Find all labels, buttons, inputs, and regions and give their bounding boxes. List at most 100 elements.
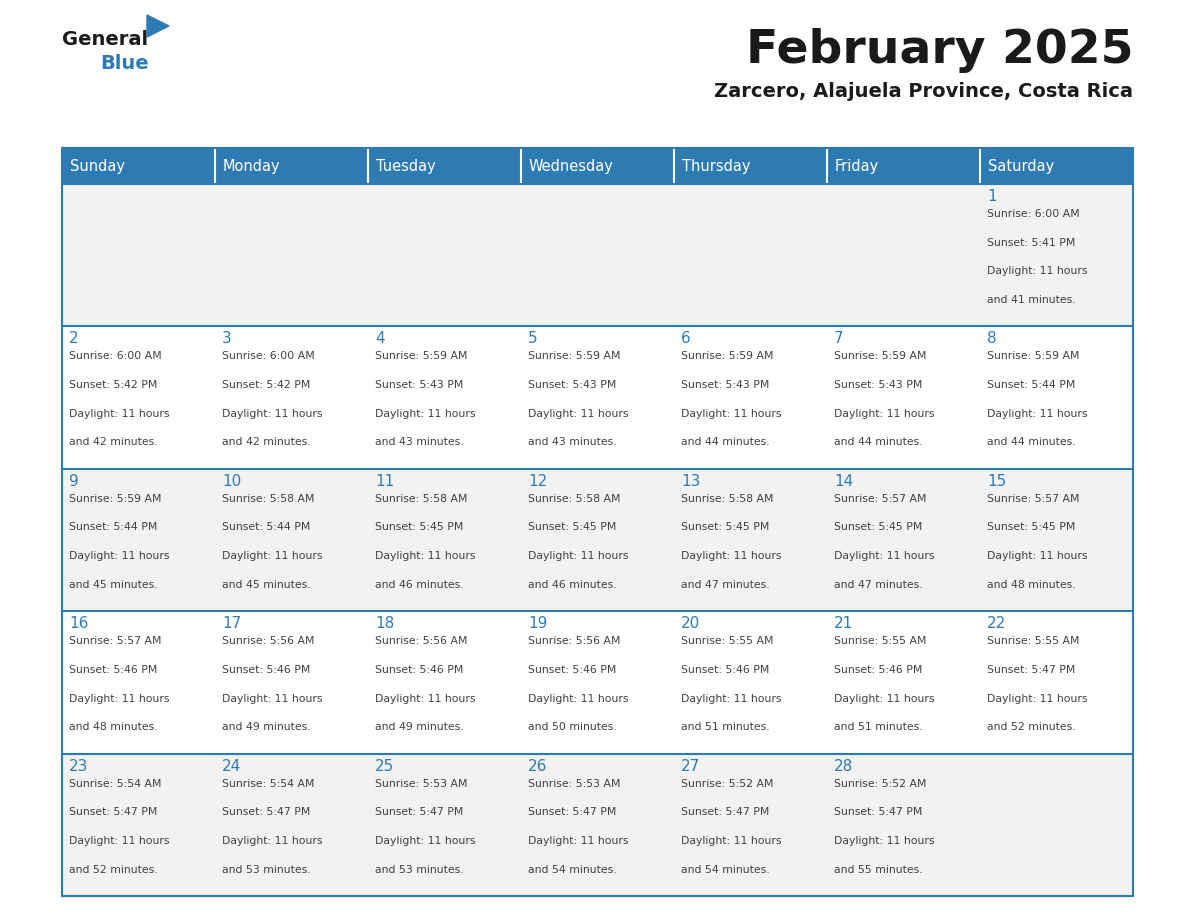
- Text: Daylight: 11 hours: Daylight: 11 hours: [681, 551, 782, 561]
- Text: and 50 minutes.: and 50 minutes.: [527, 722, 617, 733]
- Text: Sunrise: 5:52 AM: Sunrise: 5:52 AM: [681, 778, 773, 789]
- Text: Saturday: Saturday: [988, 159, 1054, 174]
- Text: Sunset: 5:45 PM: Sunset: 5:45 PM: [834, 522, 922, 532]
- Text: Daylight: 11 hours: Daylight: 11 hours: [681, 693, 782, 703]
- Text: Sunrise: 5:55 AM: Sunrise: 5:55 AM: [987, 636, 1080, 646]
- Bar: [674, 184, 827, 327]
- Text: Sunset: 5:45 PM: Sunset: 5:45 PM: [527, 522, 617, 532]
- Text: 15: 15: [987, 474, 1006, 488]
- Text: 8: 8: [987, 331, 997, 346]
- Text: Sunset: 5:42 PM: Sunset: 5:42 PM: [69, 380, 157, 390]
- Text: and 44 minutes.: and 44 minutes.: [987, 437, 1075, 447]
- Text: and 45 minutes.: and 45 minutes.: [222, 580, 310, 589]
- Text: Sunset: 5:42 PM: Sunset: 5:42 PM: [222, 380, 310, 390]
- Bar: [827, 148, 980, 184]
- Text: Sunset: 5:46 PM: Sunset: 5:46 PM: [834, 665, 922, 675]
- Bar: [522, 327, 674, 469]
- Text: Sunday: Sunday: [70, 159, 125, 174]
- Text: Sunset: 5:44 PM: Sunset: 5:44 PM: [222, 522, 310, 532]
- Text: February 2025: February 2025: [746, 28, 1133, 73]
- Text: Sunset: 5:41 PM: Sunset: 5:41 PM: [987, 238, 1075, 248]
- Text: 21: 21: [834, 616, 853, 632]
- Text: Daylight: 11 hours: Daylight: 11 hours: [834, 409, 935, 419]
- Text: and 53 minutes.: and 53 minutes.: [375, 865, 463, 875]
- Text: and 46 minutes.: and 46 minutes.: [527, 580, 617, 589]
- Bar: [62, 148, 215, 184]
- Text: Daylight: 11 hours: Daylight: 11 hours: [222, 836, 322, 845]
- Text: Sunset: 5:47 PM: Sunset: 5:47 PM: [527, 807, 617, 817]
- Bar: [368, 184, 522, 327]
- Text: Sunrise: 5:56 AM: Sunrise: 5:56 AM: [222, 636, 315, 646]
- Text: Sunset: 5:47 PM: Sunset: 5:47 PM: [375, 807, 463, 817]
- Text: Thursday: Thursday: [682, 159, 751, 174]
- Text: 2: 2: [69, 331, 78, 346]
- Bar: [62, 184, 215, 327]
- Text: Zarcero, Alajuela Province, Costa Rica: Zarcero, Alajuela Province, Costa Rica: [714, 82, 1133, 101]
- Text: 19: 19: [527, 616, 548, 632]
- Text: Daylight: 11 hours: Daylight: 11 hours: [222, 693, 322, 703]
- Text: and 53 minutes.: and 53 minutes.: [222, 865, 310, 875]
- Text: Sunset: 5:44 PM: Sunset: 5:44 PM: [69, 522, 157, 532]
- Text: and 51 minutes.: and 51 minutes.: [834, 722, 923, 733]
- Text: and 54 minutes.: and 54 minutes.: [681, 865, 770, 875]
- Text: Daylight: 11 hours: Daylight: 11 hours: [834, 693, 935, 703]
- Text: 14: 14: [834, 474, 853, 488]
- Text: Sunset: 5:44 PM: Sunset: 5:44 PM: [987, 380, 1075, 390]
- Text: Daylight: 11 hours: Daylight: 11 hours: [375, 551, 475, 561]
- Text: Friday: Friday: [835, 159, 879, 174]
- Bar: [674, 754, 827, 896]
- Bar: [980, 754, 1133, 896]
- Text: Daylight: 11 hours: Daylight: 11 hours: [69, 836, 170, 845]
- Bar: [215, 184, 368, 327]
- Text: 9: 9: [69, 474, 78, 488]
- Text: 12: 12: [527, 474, 548, 488]
- Text: 16: 16: [69, 616, 88, 632]
- Text: and 47 minutes.: and 47 minutes.: [834, 580, 923, 589]
- Text: 7: 7: [834, 331, 843, 346]
- Bar: [62, 754, 215, 896]
- Text: Sunrise: 5:59 AM: Sunrise: 5:59 AM: [69, 494, 162, 504]
- Text: Blue: Blue: [100, 54, 148, 73]
- Text: Sunrise: 5:56 AM: Sunrise: 5:56 AM: [527, 636, 620, 646]
- Text: and 41 minutes.: and 41 minutes.: [987, 295, 1075, 305]
- Text: Sunrise: 5:57 AM: Sunrise: 5:57 AM: [987, 494, 1080, 504]
- Bar: [980, 611, 1133, 754]
- Text: Sunrise: 5:59 AM: Sunrise: 5:59 AM: [527, 352, 620, 362]
- Text: 17: 17: [222, 616, 241, 632]
- Bar: [522, 148, 674, 184]
- Text: Sunset: 5:47 PM: Sunset: 5:47 PM: [834, 807, 922, 817]
- Bar: [980, 184, 1133, 327]
- Text: and 54 minutes.: and 54 minutes.: [527, 865, 617, 875]
- Text: Sunset: 5:46 PM: Sunset: 5:46 PM: [375, 665, 463, 675]
- Bar: [674, 148, 827, 184]
- Text: Daylight: 11 hours: Daylight: 11 hours: [834, 551, 935, 561]
- Text: Daylight: 11 hours: Daylight: 11 hours: [375, 836, 475, 845]
- Text: Sunset: 5:46 PM: Sunset: 5:46 PM: [69, 665, 157, 675]
- Text: Sunrise: 5:59 AM: Sunrise: 5:59 AM: [375, 352, 468, 362]
- Text: Daylight: 11 hours: Daylight: 11 hours: [222, 551, 322, 561]
- Text: Tuesday: Tuesday: [375, 159, 436, 174]
- Text: 18: 18: [375, 616, 394, 632]
- Text: Sunset: 5:46 PM: Sunset: 5:46 PM: [527, 665, 617, 675]
- Text: and 51 minutes.: and 51 minutes.: [681, 722, 770, 733]
- Bar: [215, 754, 368, 896]
- Bar: [368, 611, 522, 754]
- Bar: [827, 611, 980, 754]
- Text: Sunrise: 5:57 AM: Sunrise: 5:57 AM: [69, 636, 162, 646]
- Bar: [368, 469, 522, 611]
- Text: Daylight: 11 hours: Daylight: 11 hours: [987, 551, 1087, 561]
- Text: and 49 minutes.: and 49 minutes.: [375, 722, 463, 733]
- Text: Daylight: 11 hours: Daylight: 11 hours: [527, 836, 628, 845]
- Text: and 46 minutes.: and 46 minutes.: [375, 580, 463, 589]
- Text: Sunrise: 5:53 AM: Sunrise: 5:53 AM: [527, 778, 620, 789]
- Text: 4: 4: [375, 331, 385, 346]
- Bar: [62, 327, 215, 469]
- Bar: [368, 754, 522, 896]
- Text: Sunset: 5:47 PM: Sunset: 5:47 PM: [681, 807, 770, 817]
- Text: Sunset: 5:45 PM: Sunset: 5:45 PM: [681, 522, 770, 532]
- Text: Sunrise: 5:52 AM: Sunrise: 5:52 AM: [834, 778, 927, 789]
- Text: and 44 minutes.: and 44 minutes.: [681, 437, 770, 447]
- Text: Sunrise: 5:55 AM: Sunrise: 5:55 AM: [834, 636, 927, 646]
- Text: Sunrise: 5:53 AM: Sunrise: 5:53 AM: [375, 778, 468, 789]
- Text: Sunset: 5:47 PM: Sunset: 5:47 PM: [222, 807, 310, 817]
